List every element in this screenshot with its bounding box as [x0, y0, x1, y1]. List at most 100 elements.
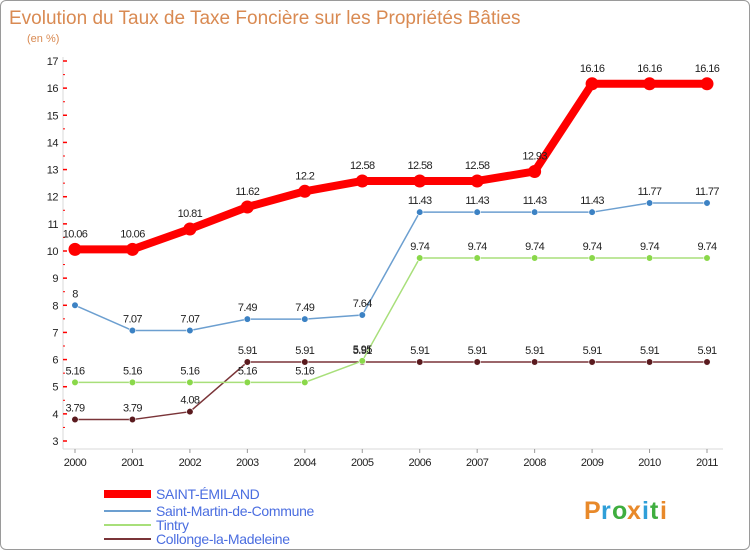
- data-label: 9.74: [525, 241, 544, 253]
- data-point-saint-emiland: [470, 174, 484, 188]
- y-tick-label: 3: [52, 436, 58, 448]
- data-point: [71, 301, 79, 309]
- data-point: [645, 199, 654, 207]
- data-label: 7.49: [295, 302, 314, 314]
- data-label: 10.06: [120, 228, 145, 240]
- x-tick-label: 2006: [408, 457, 431, 469]
- data-point: [588, 208, 596, 216]
- logo-letter: i: [660, 497, 667, 525]
- series-line: [75, 257, 707, 384]
- data-label: 16.16: [580, 63, 605, 75]
- data-point-saint-emiland: [68, 242, 82, 256]
- data-point-saint-emiland: [240, 200, 254, 214]
- y-tick-label: 5: [52, 382, 58, 394]
- data-label: 10.06: [63, 228, 88, 240]
- y-tick-label: 10: [47, 246, 59, 258]
- data-label: 5.16: [180, 365, 199, 377]
- data-label: 5.95: [353, 344, 372, 356]
- data-label: 5.91: [525, 345, 544, 357]
- series-line: [74, 202, 707, 332]
- data-point: [703, 254, 711, 262]
- data-label: 16.16: [695, 63, 720, 75]
- data-point: [531, 254, 539, 262]
- data-point: [473, 254, 481, 262]
- data-point: [703, 199, 711, 207]
- x-tick-label: 2000: [64, 457, 87, 469]
- data-point: [128, 415, 137, 424]
- y-tick-label: 9: [52, 273, 58, 285]
- data-point: [243, 358, 251, 366]
- y-tick-label: 14: [47, 137, 59, 149]
- data-label: 11.62: [236, 186, 260, 198]
- data-label: 9.74: [640, 241, 659, 253]
- x-tick-label: 2005: [351, 457, 374, 469]
- data-point: [243, 378, 251, 386]
- data-label: 5.91: [238, 345, 257, 357]
- legend-label: Collonge-la-Madeleine: [156, 531, 290, 547]
- data-point-saint-emiland: [528, 164, 542, 178]
- y-tick-label: 12: [47, 192, 59, 204]
- data-point: [358, 357, 366, 365]
- data-label: 5.91: [295, 345, 314, 357]
- data-point: [473, 358, 481, 366]
- data-point: [71, 378, 79, 386]
- data-point: [186, 378, 194, 386]
- data-point: [588, 254, 596, 262]
- data-labels: 3.79 3.79 4.08 5.91 5.91 5.91 5.91 5.91 5.91 5.91…: [63, 63, 721, 415]
- y-tick-label: 4: [52, 409, 58, 421]
- data-label: 5.91: [640, 345, 659, 357]
- data-point: [128, 378, 137, 386]
- data-point: [71, 415, 79, 424]
- data-point: [531, 358, 539, 366]
- data-label: 12.93: [522, 150, 547, 162]
- x-tick-label: 2010: [638, 457, 661, 469]
- data-label: 8: [72, 288, 78, 300]
- data-label: 12.58: [350, 160, 375, 172]
- data-label: 11.43: [580, 195, 604, 207]
- data-label: 5.91: [353, 345, 372, 357]
- x-tick-label: 2002: [179, 457, 202, 469]
- data-label: 16.16: [637, 63, 662, 75]
- data-point-saint-emiland: [125, 242, 139, 256]
- data-label: 7.07: [180, 314, 199, 326]
- y-tick-label: 6: [52, 355, 58, 367]
- data-label: 12.58: [465, 160, 490, 172]
- logo-letter: o: [612, 497, 627, 525]
- x-tick-label: 2003: [236, 457, 259, 469]
- chart-title: Evolution du Taux de Taxe Foncière sur l…: [9, 8, 521, 29]
- x-tick-label: 2004: [294, 457, 317, 469]
- data-point: [645, 358, 654, 366]
- chart-subtitle: (en %): [27, 33, 59, 45]
- logo-letter: t: [650, 497, 659, 525]
- x-tick-label: 2011: [696, 457, 718, 469]
- data-label: 4.08: [180, 395, 199, 407]
- y-tick-label: 13: [47, 165, 59, 177]
- data-label: 7.07: [123, 314, 142, 326]
- x-tick-label: 2001: [121, 457, 144, 469]
- data-label: 5.91: [468, 345, 487, 357]
- data-point-saint-emiland: [183, 222, 197, 236]
- data-label: 9.74: [468, 241, 487, 253]
- data-label: 3.79: [123, 403, 142, 415]
- x-tick-label: 2008: [523, 457, 546, 469]
- data-point: [186, 408, 194, 416]
- data-point: [703, 358, 711, 366]
- series-layer: [68, 77, 714, 424]
- data-point-saint-emiland: [643, 77, 657, 91]
- data-label: 10.81: [178, 208, 203, 220]
- data-label: 5.91: [583, 345, 602, 357]
- data-point: [645, 254, 654, 262]
- data-point-saint-emiland: [298, 184, 312, 198]
- legend-label: Saint-Martin-de-Commune: [156, 503, 315, 519]
- legend: SAINT-ÉMILANDSaint-Martin-de-CommuneTint…: [104, 486, 315, 547]
- data-label: 5.16: [65, 365, 84, 377]
- y-tick-label: 8: [52, 300, 58, 312]
- data-point: [301, 358, 309, 366]
- logo-letter: r: [601, 497, 611, 525]
- data-point: [358, 311, 366, 319]
- data-label: 12.2: [295, 170, 314, 182]
- data-point: [301, 315, 309, 323]
